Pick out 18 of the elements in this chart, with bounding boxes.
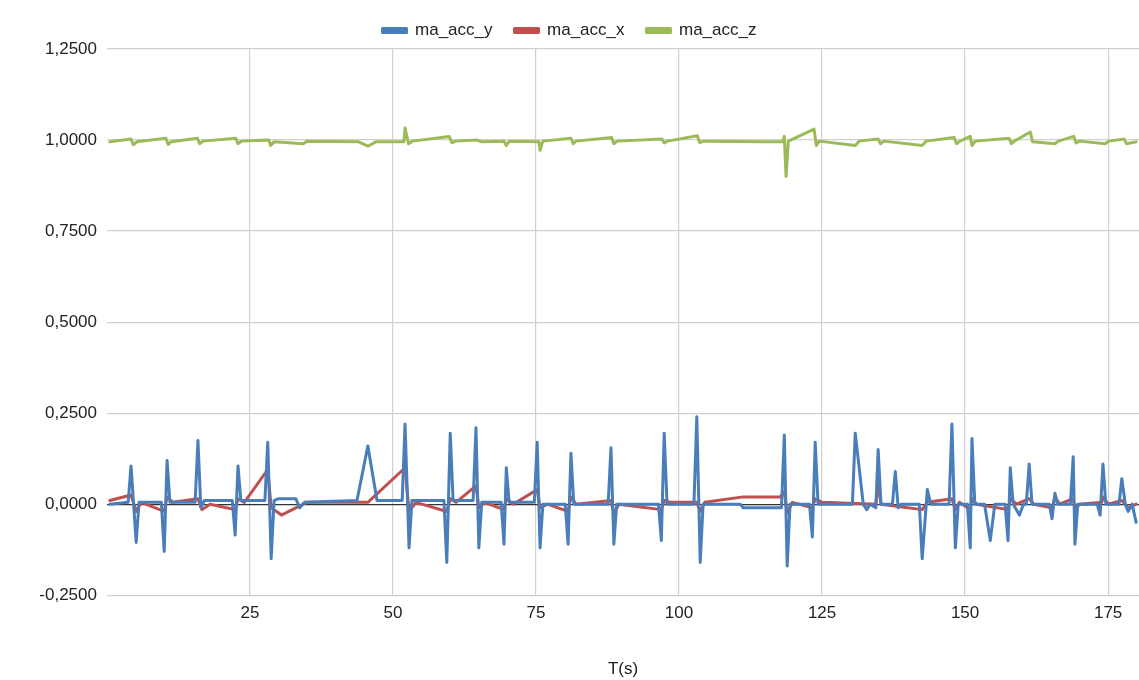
y-tick-label: -0,2500 bbox=[39, 584, 97, 604]
y-tick-label: 1,0000 bbox=[45, 129, 97, 149]
y-tick-label: 1,2500 bbox=[45, 38, 97, 58]
x-tick-label: 50 bbox=[383, 603, 403, 623]
x-axis-title: T(s) bbox=[607, 659, 639, 679]
x-tick-label: 100 bbox=[664, 603, 694, 623]
legend-label: ma_acc_x bbox=[547, 20, 625, 40]
y-tick-label: 0,5000 bbox=[45, 311, 97, 331]
legend-label: ma_acc_y bbox=[415, 20, 494, 40]
x-tick-label: 150 bbox=[950, 603, 980, 623]
y-tick-label: 0,7500 bbox=[45, 220, 97, 240]
x-tick-label: 25 bbox=[240, 603, 260, 623]
x-tick-label: 125 bbox=[807, 603, 837, 623]
y-tick-label: 0,0000 bbox=[45, 493, 97, 513]
legend-label: ma_acc_z bbox=[678, 20, 757, 40]
x-tick-label: 75 bbox=[526, 603, 546, 623]
x-tick-label: 175 bbox=[1093, 603, 1123, 623]
y-tick-label: 0,2500 bbox=[45, 402, 97, 422]
